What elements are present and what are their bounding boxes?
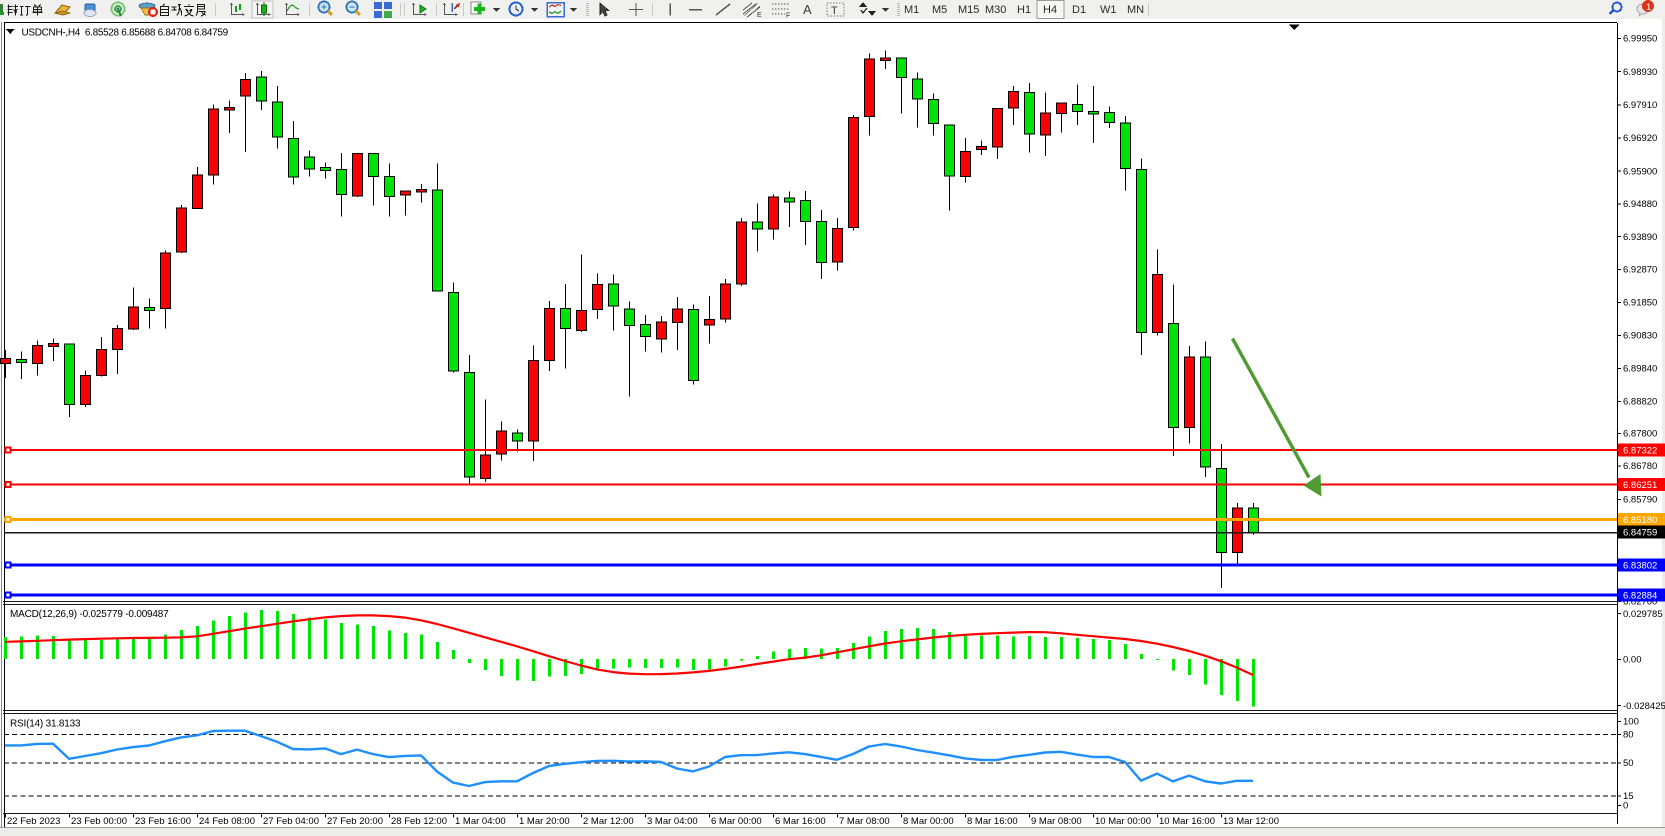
svg-text:6.98930: 6.98930 xyxy=(1623,67,1657,78)
svg-text:-0.028425: -0.028425 xyxy=(1623,701,1665,712)
svg-text:0.00: 0.00 xyxy=(1623,655,1642,666)
svg-text:6.82884: 6.82884 xyxy=(1623,591,1657,602)
svg-text:100: 100 xyxy=(1623,717,1639,728)
svg-text:6.86251: 6.86251 xyxy=(1623,480,1657,491)
svg-text:1 Mar 04:00: 1 Mar 04:00 xyxy=(455,816,506,827)
svg-text:E: E xyxy=(757,12,762,19)
svg-text:6.88820: 6.88820 xyxy=(1623,397,1657,408)
svg-text:7 Mar 08:00: 7 Mar 08:00 xyxy=(839,816,890,827)
svg-text:6.85790: 6.85790 xyxy=(1623,495,1657,506)
svg-text:6.99950: 6.99950 xyxy=(1623,34,1657,45)
svg-text:6.97910: 6.97910 xyxy=(1623,100,1657,111)
svg-text:RSI(14) 31.8133: RSI(14) 31.8133 xyxy=(10,719,81,730)
svg-text:6.89840: 6.89840 xyxy=(1623,364,1657,375)
svg-text:1 Mar 20:00: 1 Mar 20:00 xyxy=(519,816,570,827)
svg-text:22 Feb 2023: 22 Feb 2023 xyxy=(7,816,60,827)
svg-text:W1: W1 xyxy=(1100,4,1117,16)
svg-text:6.82760: 6.82760 xyxy=(1623,597,1657,608)
svg-text:6.92870: 6.92870 xyxy=(1623,265,1657,276)
svg-text:6.95900: 6.95900 xyxy=(1623,166,1657,177)
svg-text:6.85180: 6.85180 xyxy=(1623,515,1657,526)
svg-text:D1: D1 xyxy=(1072,4,1086,16)
svg-text:T: T xyxy=(831,5,838,17)
svg-text:6 Mar 00:00: 6 Mar 00:00 xyxy=(711,816,762,827)
svg-text:8 Mar 00:00: 8 Mar 00:00 xyxy=(903,816,954,827)
svg-text:80: 80 xyxy=(1623,730,1634,741)
svg-text:2 Mar 12:00: 2 Mar 12:00 xyxy=(583,816,634,827)
svg-text:50: 50 xyxy=(1623,758,1634,769)
svg-text:MACD(12,26,9) -0.025779 -0.009: MACD(12,26,9) -0.025779 -0.009487 xyxy=(10,609,169,620)
svg-text:6.90830: 6.90830 xyxy=(1623,331,1657,342)
svg-text:28 Feb 12:00: 28 Feb 12:00 xyxy=(391,816,447,827)
svg-text:A: A xyxy=(803,2,812,17)
svg-text:3 Mar 04:00: 3 Mar 04:00 xyxy=(647,816,698,827)
svg-text:0: 0 xyxy=(1623,801,1628,812)
svg-text:23 Feb 00:00: 23 Feb 00:00 xyxy=(71,816,127,827)
svg-text:0.029785: 0.029785 xyxy=(1623,609,1663,620)
svg-text:6.87322: 6.87322 xyxy=(1623,446,1657,457)
svg-text:6.84759: 6.84759 xyxy=(1623,528,1657,539)
svg-text:27 Feb 20:00: 27 Feb 20:00 xyxy=(327,816,383,827)
svg-text:6.91850: 6.91850 xyxy=(1623,298,1657,309)
svg-text:6.96920: 6.96920 xyxy=(1623,133,1657,144)
svg-text:M15: M15 xyxy=(958,4,979,16)
svg-text:13 Mar 12:00: 13 Mar 12:00 xyxy=(1223,816,1279,827)
svg-text:6.86780: 6.86780 xyxy=(1623,461,1657,472)
svg-text:M30: M30 xyxy=(985,4,1006,16)
svg-text:MN: MN xyxy=(1127,4,1144,16)
svg-text:1: 1 xyxy=(1646,2,1651,13)
svg-text:6.87800: 6.87800 xyxy=(1623,429,1657,440)
svg-text:F: F xyxy=(786,13,790,20)
svg-text:8 Mar 16:00: 8 Mar 16:00 xyxy=(967,816,1018,827)
svg-text:6 Mar 16:00: 6 Mar 16:00 xyxy=(775,816,826,827)
svg-text:M1: M1 xyxy=(904,4,919,16)
svg-text:15: 15 xyxy=(1623,791,1634,802)
svg-text:27 Feb 04:00: 27 Feb 04:00 xyxy=(263,816,319,827)
svg-text:6.83802: 6.83802 xyxy=(1623,561,1657,572)
svg-text:23 Feb 16:00: 23 Feb 16:00 xyxy=(135,816,191,827)
svg-text:10 Mar 00:00: 10 Mar 00:00 xyxy=(1095,816,1151,827)
svg-text:H4: H4 xyxy=(1043,4,1057,16)
svg-text:24 Feb 08:00: 24 Feb 08:00 xyxy=(199,816,255,827)
svg-text:6.93890: 6.93890 xyxy=(1623,232,1657,243)
svg-text:9 Mar 08:00: 9 Mar 08:00 xyxy=(1031,816,1082,827)
svg-text:10 Mar 16:00: 10 Mar 16:00 xyxy=(1159,816,1215,827)
svg-text:6.94880: 6.94880 xyxy=(1623,199,1657,210)
svg-text:M5: M5 xyxy=(932,4,947,16)
svg-text:H1: H1 xyxy=(1017,4,1031,16)
svg-text:USDCNH-,H4 6.85528 6.85688 6.: USDCNH-,H4 6.85528 6.85688 6.84708 6.847… xyxy=(22,28,229,39)
